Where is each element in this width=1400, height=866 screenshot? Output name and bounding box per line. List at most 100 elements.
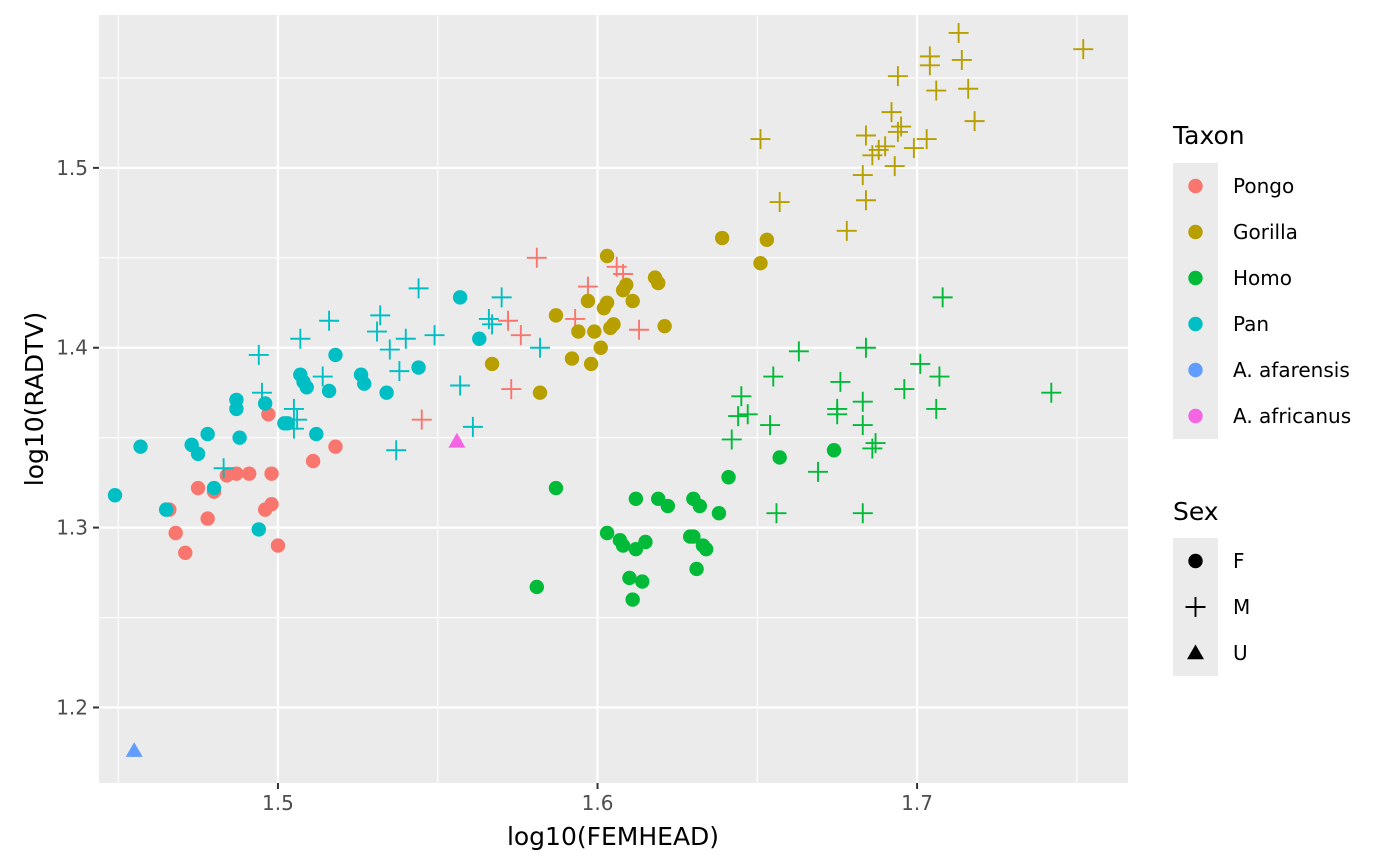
data-point: [628, 491, 644, 507]
data-point: [232, 430, 247, 445]
x-tick-label: 1.7: [901, 791, 933, 815]
data-point: [241, 466, 257, 481]
sex-legend-key: [1187, 644, 1204, 660]
data-point: [929, 366, 950, 387]
data-point: [587, 324, 602, 339]
data-point: [884, 156, 905, 177]
data-point: [1073, 39, 1094, 60]
data-point: [299, 380, 314, 395]
data-point: [772, 450, 787, 465]
taxon-legend-key: [1188, 270, 1203, 286]
data-point: [251, 522, 266, 537]
data-point: [491, 287, 512, 308]
data-point: [482, 314, 503, 335]
data-point: [638, 534, 653, 550]
x-tick-label: 1.5: [262, 791, 294, 815]
data-point: [651, 275, 666, 291]
data-point: [827, 404, 848, 425]
data-point: [395, 328, 416, 349]
data-point: [731, 386, 752, 407]
data-point: [887, 66, 908, 87]
data-point: [855, 125, 876, 146]
data-point: [760, 415, 781, 436]
data-point: [657, 318, 672, 334]
data-point: [763, 366, 784, 387]
data-point: [660, 498, 676, 514]
data-point: [593, 340, 608, 355]
data-point: [309, 426, 324, 442]
sex-legend-title: Sex: [1173, 497, 1219, 526]
taxon-legend-key: [1188, 362, 1203, 378]
data-point: [766, 503, 787, 524]
data-point: [328, 347, 343, 363]
data-point: [526, 247, 547, 268]
data-point: [721, 429, 742, 450]
data-point: [305, 453, 321, 469]
sex-legend-label: U: [1233, 641, 1248, 665]
data-point: [386, 440, 407, 461]
data-point: [964, 111, 985, 132]
data-point: [599, 248, 615, 264]
data-point: [133, 439, 148, 454]
data-point: [788, 341, 809, 362]
taxon-legend-key-background: [1173, 163, 1218, 439]
data-point: [852, 415, 873, 436]
data-point: [686, 529, 701, 544]
data-point: [577, 276, 598, 297]
data-point: [264, 466, 279, 481]
data-point: [450, 375, 471, 396]
data-point: [887, 121, 908, 142]
data-point: [580, 293, 596, 309]
data-point: [599, 525, 615, 541]
data-point: [836, 220, 857, 241]
data-point: [714, 230, 730, 246]
data-point: [462, 416, 483, 437]
data-point: [257, 396, 273, 411]
sex-legend-key: [1188, 553, 1203, 569]
data-point: [852, 165, 873, 186]
taxon-legend-key: [1188, 316, 1203, 332]
data-point: [728, 406, 749, 427]
data-point: [408, 278, 429, 299]
taxon-legend-label: Homo: [1233, 266, 1292, 290]
data-point: [248, 344, 269, 365]
data-point: [357, 376, 372, 391]
data-point: [478, 308, 499, 329]
data-point: [852, 391, 873, 412]
data-point: [903, 138, 924, 159]
data-point: [472, 331, 487, 346]
data-point: [894, 379, 915, 400]
taxon-legend: Taxon Pongo Gorilla Homo Pan A. afarensis A. …: [1172, 121, 1351, 439]
data-point: [625, 293, 640, 309]
data-point: [206, 480, 222, 496]
taxon-legend-key: [1188, 178, 1203, 194]
data-point: [571, 324, 586, 339]
data-point: [379, 385, 394, 400]
data-point: [107, 488, 123, 503]
data-point: [606, 317, 621, 332]
data-point: [948, 22, 969, 43]
data-point: [200, 511, 215, 526]
data-point: [622, 570, 637, 586]
data-point: [619, 277, 634, 292]
data-point: [411, 409, 432, 430]
data-point: [750, 129, 771, 150]
data-point: [951, 49, 972, 70]
data-point: [926, 398, 947, 419]
data-point: [370, 305, 391, 326]
sex-legend-label: F: [1233, 549, 1245, 573]
taxon-legend-label: Pan: [1233, 312, 1269, 336]
data-point: [769, 192, 790, 213]
data-point: [283, 418, 304, 439]
data-point: [283, 398, 304, 419]
data-point: [452, 290, 468, 305]
taxon-legend-key: [1188, 408, 1203, 424]
data-point: [424, 325, 445, 346]
data-point: [635, 574, 650, 589]
taxon-legend-label: A. afarensis: [1233, 358, 1350, 382]
data-point: [548, 480, 564, 496]
data-point: [532, 385, 548, 400]
y-axis-title: log10(RADTV): [20, 312, 49, 487]
data-point: [615, 538, 631, 553]
data-point: [583, 356, 599, 372]
